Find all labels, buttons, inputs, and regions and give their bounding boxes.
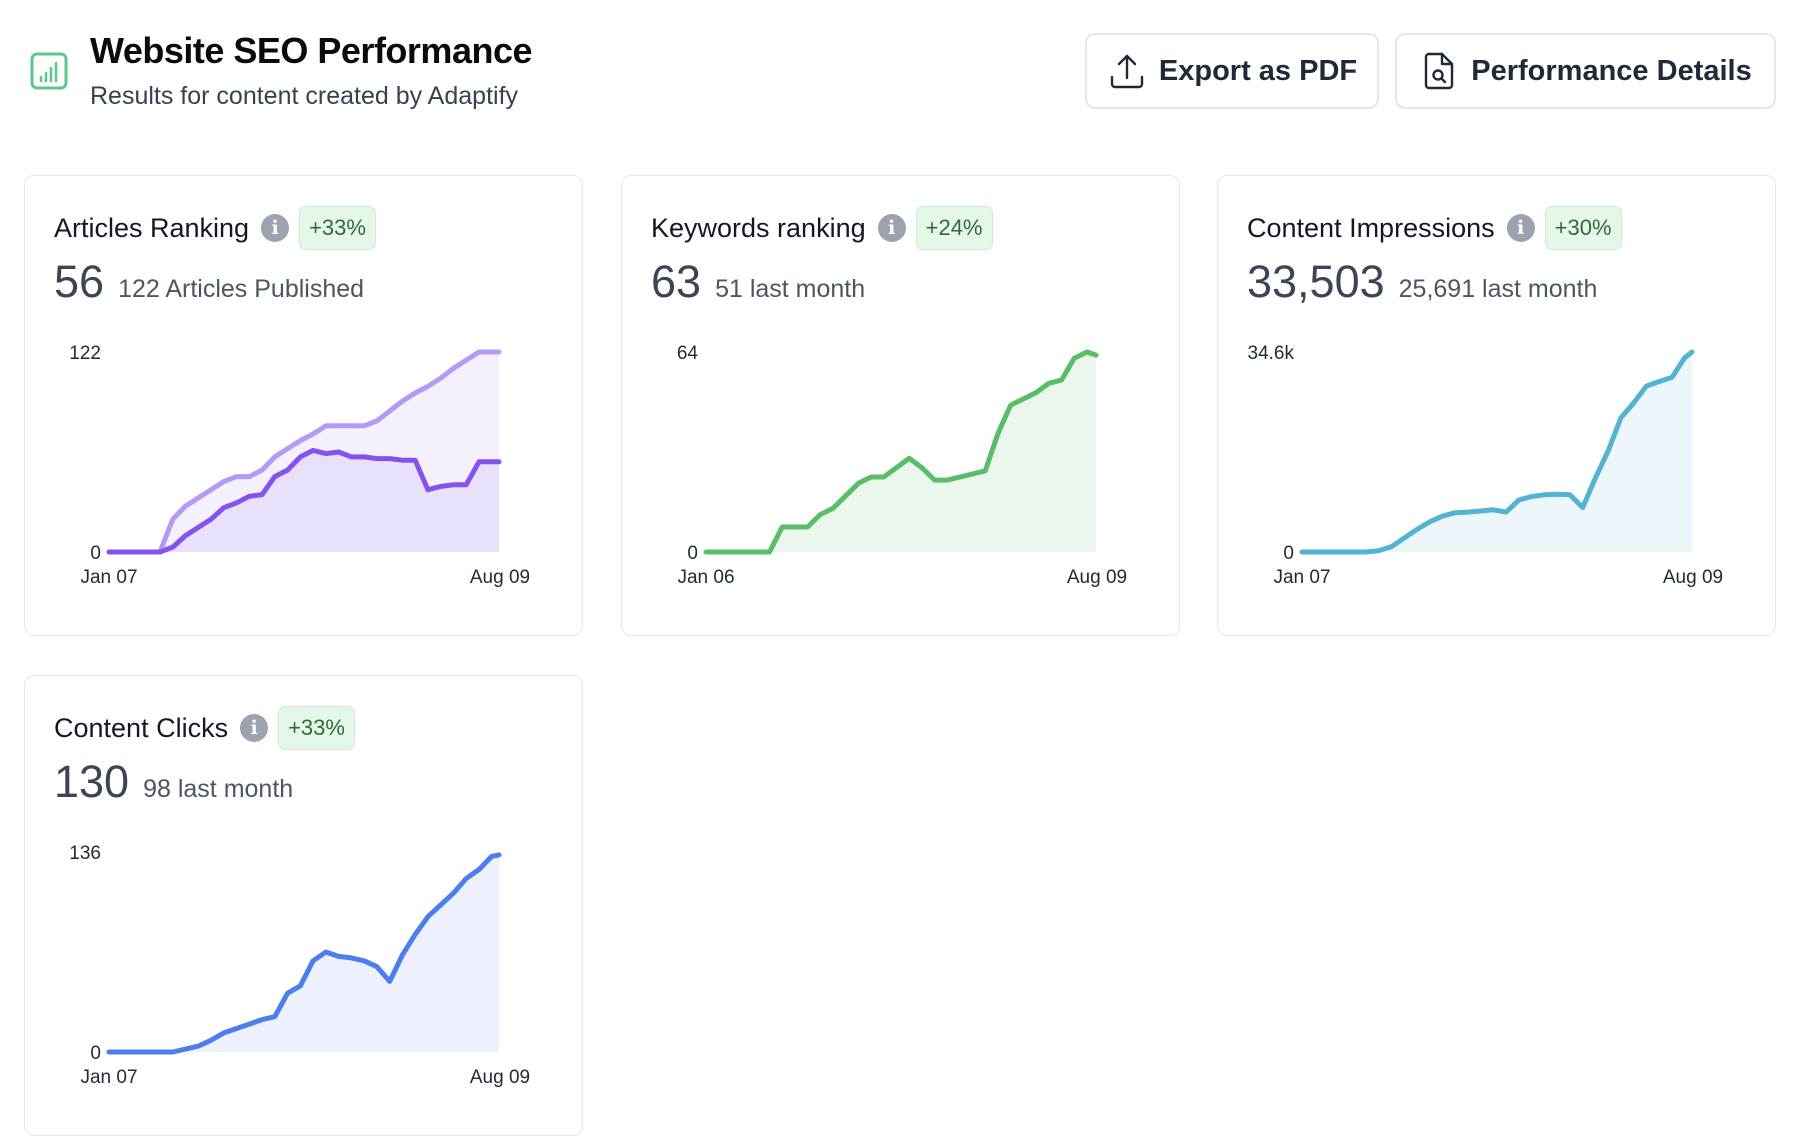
- change-badge: +33%: [299, 206, 376, 250]
- series-area-0: [706, 352, 1096, 552]
- x-tick-start: Jan 07: [80, 567, 137, 588]
- series-area-0: [1302, 352, 1692, 552]
- info-icon[interactable]: i: [877, 214, 906, 242]
- y-tick-max: 64: [677, 343, 699, 364]
- metric-subtext: 51 last month: [715, 275, 866, 303]
- area-chart: 64 0 Jan 06 Aug 09: [677, 343, 1127, 588]
- metric-subtext: 122 Articles Published: [118, 275, 365, 303]
- card-title: Content Impressions: [1247, 212, 1495, 243]
- x-tick-start: Jan 07: [80, 1067, 137, 1088]
- card-values: 130 98 last month: [54, 756, 293, 808]
- y-tick-max: 136: [69, 843, 101, 864]
- y-tick-min: 0: [90, 543, 101, 564]
- series-line-0: [703, 349, 1099, 555]
- metric-value: 63: [651, 256, 702, 307]
- content-clicks-card: Content Clicks i +33% 130 98 last month …: [24, 675, 583, 1136]
- info-icon[interactable]: i: [240, 714, 269, 742]
- y-tick-max: 122: [69, 343, 101, 364]
- series-line-0: [106, 852, 502, 1055]
- change-badge: +33%: [278, 706, 355, 750]
- x-tick-end: Aug 09: [470, 1067, 530, 1088]
- y-tick-max: 34.6k: [1248, 343, 1295, 364]
- card-title: Articles Ranking: [54, 212, 250, 243]
- series-area-1: [109, 450, 499, 552]
- change-badge: +24%: [915, 206, 993, 250]
- metric-value: 130: [54, 756, 130, 807]
- page-subtitle: Results for content created by Adaptify: [90, 82, 519, 110]
- x-tick-start: Jan 06: [677, 567, 734, 588]
- metric-subtext: 25,691 last month: [1398, 275, 1598, 303]
- change-badge: +30%: [1544, 206, 1622, 250]
- card-title: Content Clicks: [54, 712, 229, 743]
- y-tick-min: 0: [90, 1043, 101, 1064]
- area-chart: 136 0 Jan 07 Aug 09: [69, 843, 530, 1088]
- card-header: Articles Ranking i +33%: [54, 206, 376, 250]
- area-chart: 34.6k 0 Jan 07 Aug 09: [1248, 343, 1724, 588]
- series-line-0: [1299, 349, 1695, 555]
- content-impressions-card: Content Impressions i +30% 33,503 25,691…: [1217, 175, 1776, 636]
- series-area-0: [109, 854, 499, 1052]
- card-values: 56 122 Articles Published: [54, 256, 364, 308]
- export-pdf-button[interactable]: Export as PDF: [1085, 33, 1379, 109]
- info-icon[interactable]: i: [261, 214, 290, 242]
- bar-chart-icon: [30, 52, 68, 90]
- card-title: Keywords ranking: [651, 212, 866, 243]
- series-line-1: [106, 447, 502, 555]
- x-tick-end: Aug 09: [1663, 567, 1723, 588]
- upload-icon: [1110, 54, 1144, 89]
- x-tick-end: Aug 09: [470, 567, 530, 588]
- info-icon[interactable]: i: [1506, 214, 1535, 242]
- card-header: Content Impressions i +30%: [1247, 206, 1622, 250]
- metric-value: 56: [54, 256, 105, 307]
- card-header: Keywords ranking i +24%: [651, 206, 993, 250]
- card-values: 63 51 last month: [651, 256, 865, 308]
- y-tick-min: 0: [1283, 543, 1294, 564]
- export-pdf-label: Export as PDF: [1158, 54, 1358, 87]
- performance-details-button[interactable]: Performance Details: [1395, 33, 1776, 109]
- document-search-icon: [1425, 52, 1454, 90]
- x-tick-start: Jan 07: [1273, 567, 1330, 588]
- card-header: Content Clicks i +33%: [54, 706, 355, 750]
- area-chart: 122 0 Jan 07 Aug 09: [69, 343, 530, 588]
- card-values: 33,503 25,691 last month: [1247, 256, 1597, 308]
- series-line-0: [106, 349, 502, 555]
- keywords-ranking-card: Keywords ranking i +24% 63 51 last month…: [621, 175, 1180, 636]
- y-tick-min: 0: [687, 543, 698, 564]
- performance-details-label: Performance Details: [1471, 54, 1752, 87]
- articles-ranking-card: Articles Ranking i +33% 56 122 Articles …: [24, 175, 583, 636]
- page-title: Website SEO Performance: [90, 30, 533, 71]
- metric-subtext: 98 last month: [143, 775, 294, 803]
- metric-value: 33,503: [1247, 256, 1385, 307]
- x-tick-end: Aug 09: [1067, 567, 1127, 588]
